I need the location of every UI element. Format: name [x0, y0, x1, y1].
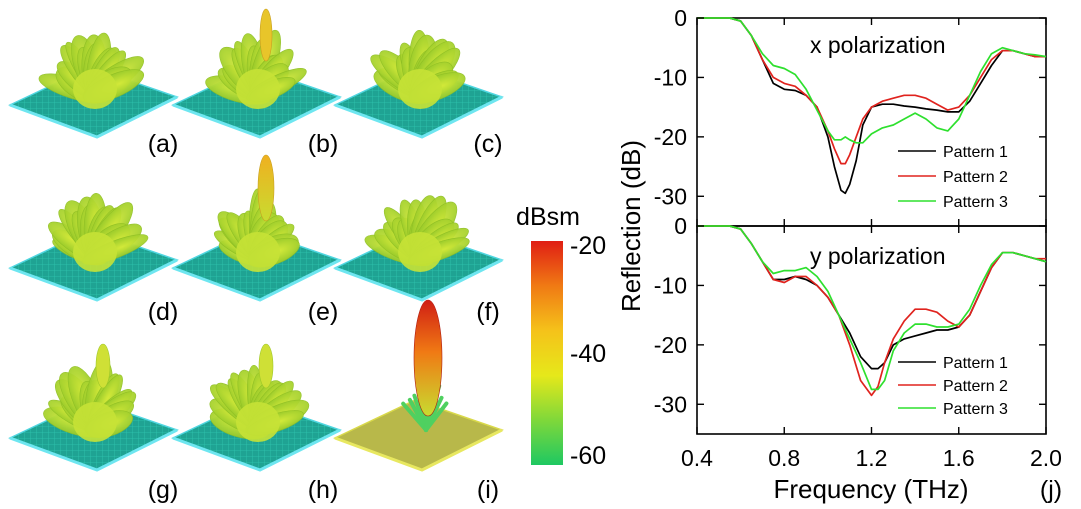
- plot-0-series-1: [697, 17, 1046, 195]
- plot-bottom-series: [697, 225, 1047, 397]
- legend-bottom-label-2: Pattern 2: [943, 378, 1008, 395]
- lobe-core: [73, 69, 117, 109]
- panel-label-e: (e): [308, 298, 339, 326]
- legend-top-label-3: Pattern 3: [943, 194, 1008, 211]
- plot-0-ytick-label-1: -10: [654, 64, 687, 90]
- pattern-a: [8, 32, 179, 139]
- pattern-e: [171, 154, 342, 302]
- ground-plane-edge: [172, 428, 341, 472]
- plot-bottom-annotation: y polarization: [810, 243, 946, 269]
- lobe-core: [236, 69, 280, 109]
- pattern-b: [171, 8, 342, 139]
- xtick-label-0: 0.4: [681, 445, 713, 471]
- panel-label-a: (a): [148, 130, 179, 158]
- plot-0-ytick-label-3: -30: [654, 183, 687, 209]
- pattern-c: [333, 29, 504, 139]
- panel-label-f: (f): [476, 298, 500, 326]
- main-lobe: [95, 343, 111, 389]
- side-lobe: [424, 401, 449, 432]
- pattern-h: [171, 343, 342, 472]
- lobe-core: [236, 402, 280, 442]
- xtick-label-1: 0.8: [768, 445, 800, 471]
- plot-top-legend: Pattern 1 Pattern 2 Pattern 3: [898, 144, 1008, 211]
- legend-bottom-label-3: Pattern 3: [943, 401, 1008, 418]
- legend-top-label-2: Pattern 2: [943, 169, 1008, 186]
- lobe-core: [73, 402, 117, 442]
- main-lobe: [258, 343, 274, 389]
- panel-label-j: (j): [1040, 476, 1062, 504]
- ground-plane-edge: [334, 95, 503, 139]
- plot-0-series-3: [697, 17, 1047, 144]
- panel-label-g: (g): [148, 476, 179, 504]
- colorbar-tick-top: -20: [570, 232, 606, 260]
- plot-top-series: [697, 17, 1047, 195]
- axis-ticks: 0 -10 -20 -30 0 -10 -20 -30 0.4 0.8 1.2 1.6 2.0: [654, 5, 1062, 471]
- lobe-core: [73, 232, 117, 272]
- pattern-f: [333, 195, 504, 302]
- xtick-label-4: 2.0: [1030, 445, 1062, 471]
- plot-1-ytick-label-1: -10: [654, 272, 687, 298]
- plot-1-ytick-label-3: -30: [654, 391, 687, 417]
- colorbar-title: dBsm: [516, 203, 580, 231]
- panel-label-i: (i): [477, 476, 499, 504]
- main-lobe: [257, 154, 275, 222]
- xtick-label-2: 1.2: [856, 445, 888, 471]
- plot-bottom-legend: Pattern 1 Pattern 2 Pattern 3: [898, 355, 1008, 418]
- pattern-i: [333, 299, 504, 472]
- panel-labels: (a) (b) (c) (d) (e) (f) (g) (h) (i): [148, 130, 503, 504]
- colorbar-tick-bottom: -60: [570, 442, 606, 470]
- legend-bottom-label-1: Pattern 1: [943, 355, 1008, 372]
- ground-plane-edge: [334, 428, 503, 472]
- panel-label-h: (h): [308, 476, 339, 504]
- lobe-core: [398, 69, 442, 109]
- ground-plane-edge: [172, 258, 341, 302]
- main-lobe: [413, 299, 443, 417]
- ground-plane-edge: [334, 258, 503, 302]
- plot-1-series-3: [697, 225, 1047, 391]
- legend-top-label-1: Pattern 1: [943, 144, 1008, 161]
- ground-plane-edge: [9, 428, 178, 472]
- colorbar-tick-mid: -40: [570, 340, 606, 368]
- xtick-label-3: 1.6: [943, 445, 975, 471]
- plot-1-series-2: [697, 225, 1046, 397]
- plot-0-ytick-label-0: 0: [674, 5, 687, 31]
- panel-label-c: (c): [473, 130, 502, 158]
- lobe-core: [236, 232, 280, 272]
- plot-top-annotation: x polarization: [810, 32, 946, 58]
- panel-label-d: (d): [148, 298, 179, 326]
- lobe-core: [398, 232, 442, 272]
- plot-1-ytick-label-2: -20: [654, 332, 687, 358]
- plot-1-ytick-label-0: 0: [674, 213, 687, 239]
- pattern-d: [8, 193, 179, 302]
- reflection-chart: 0 -10 -20 -30 0 -10 -20 -30 0.4 0.8 1.2 1.6 2.0 x po…: [616, 5, 1062, 504]
- plot-0-series-2: [697, 17, 1046, 165]
- scattering-patterns: [8, 8, 504, 472]
- ground-plane-edge: [9, 95, 178, 139]
- panel-label-b: (b): [308, 130, 339, 158]
- ground-plane-edge: [172, 95, 341, 139]
- main-lobe: [259, 8, 273, 62]
- colorbar: dBsm -20 -40 -60: [516, 203, 606, 470]
- ground-plane-edge: [9, 258, 178, 302]
- y-axis-label: Reflection (dB): [616, 140, 646, 312]
- plot-0-ytick-label-2: -20: [654, 124, 687, 150]
- x-axis-label: Frequency (THz): [773, 474, 968, 504]
- pattern-g: [8, 343, 179, 472]
- colorbar-gradient: [531, 241, 563, 465]
